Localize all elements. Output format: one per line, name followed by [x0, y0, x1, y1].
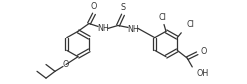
Text: NH: NH: [97, 24, 109, 33]
Text: Cl: Cl: [186, 20, 194, 29]
Text: O: O: [63, 60, 69, 69]
Text: S: S: [121, 3, 125, 12]
Text: Cl: Cl: [158, 13, 166, 22]
Text: O: O: [91, 2, 97, 11]
Text: O: O: [200, 47, 207, 56]
Text: NH: NH: [127, 25, 139, 34]
Text: OH: OH: [196, 69, 208, 78]
